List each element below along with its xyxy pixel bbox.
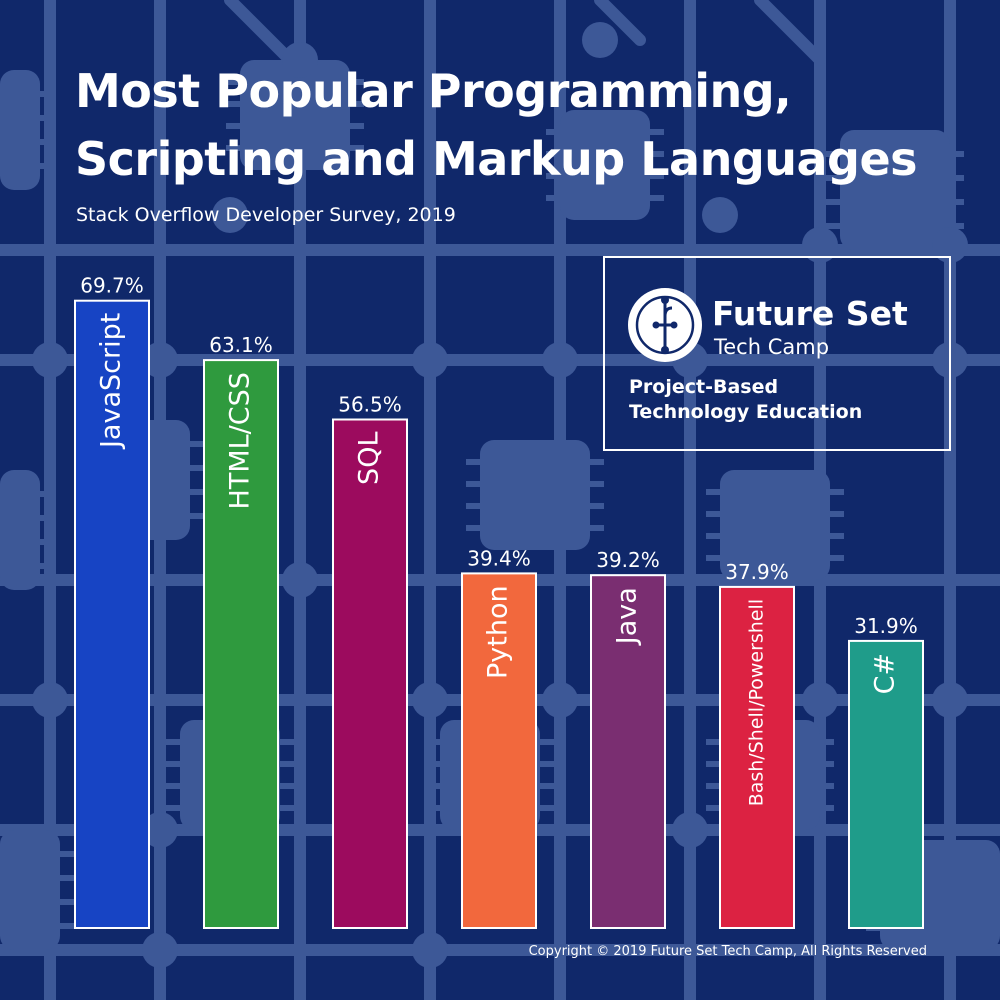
bar-2 bbox=[332, 418, 408, 929]
brand-box: Future Set Tech Camp Project-Based Techn… bbox=[603, 256, 951, 451]
brand-tagline-line2: Technology Education bbox=[629, 401, 863, 423]
bar-category-label: C# bbox=[870, 653, 901, 694]
bar-value-label: 39.4% bbox=[467, 546, 531, 570]
bar-value-label: 56.5% bbox=[338, 393, 402, 417]
copyright-notice: Copyright © 2019 Future Set Tech Camp, A… bbox=[528, 944, 927, 959]
bar-value-label: 69.7% bbox=[80, 274, 144, 298]
bar-category-label: Bash/Shell/Powershell bbox=[746, 599, 768, 806]
chart-title-line2: Scripting and Markup Languages bbox=[75, 132, 918, 186]
bar-category-label: Python bbox=[483, 585, 514, 679]
bar-category-label: Java bbox=[612, 587, 643, 646]
bar-6 bbox=[848, 639, 924, 930]
bar-0 bbox=[74, 299, 150, 929]
brand-subname: Tech Camp bbox=[714, 335, 830, 359]
bar-category-label: JavaScript bbox=[96, 313, 127, 450]
bar-5 bbox=[719, 585, 795, 930]
bar-value-label: 37.9% bbox=[725, 560, 789, 584]
bar-4 bbox=[590, 574, 666, 929]
bar-value-label: 39.2% bbox=[596, 548, 660, 572]
bar-1 bbox=[203, 359, 279, 930]
bar-3 bbox=[461, 572, 537, 930]
bar-value-label: 31.9% bbox=[854, 614, 918, 638]
chart-subtitle: Stack Overflow Developer Survey, 2019 bbox=[76, 204, 456, 226]
bar-category-label: SQL bbox=[354, 432, 385, 485]
bar-value-label: 63.1% bbox=[209, 333, 273, 357]
brand-tagline-line1: Project-Based bbox=[629, 376, 779, 398]
future-set-logo-icon bbox=[628, 288, 702, 362]
brand-name: Future Set bbox=[712, 294, 908, 333]
circuit-nodes bbox=[32, 22, 968, 968]
bar-category-label: HTML/CSS bbox=[225, 372, 256, 509]
chart-title-line1: Most Popular Programming, bbox=[75, 64, 792, 118]
